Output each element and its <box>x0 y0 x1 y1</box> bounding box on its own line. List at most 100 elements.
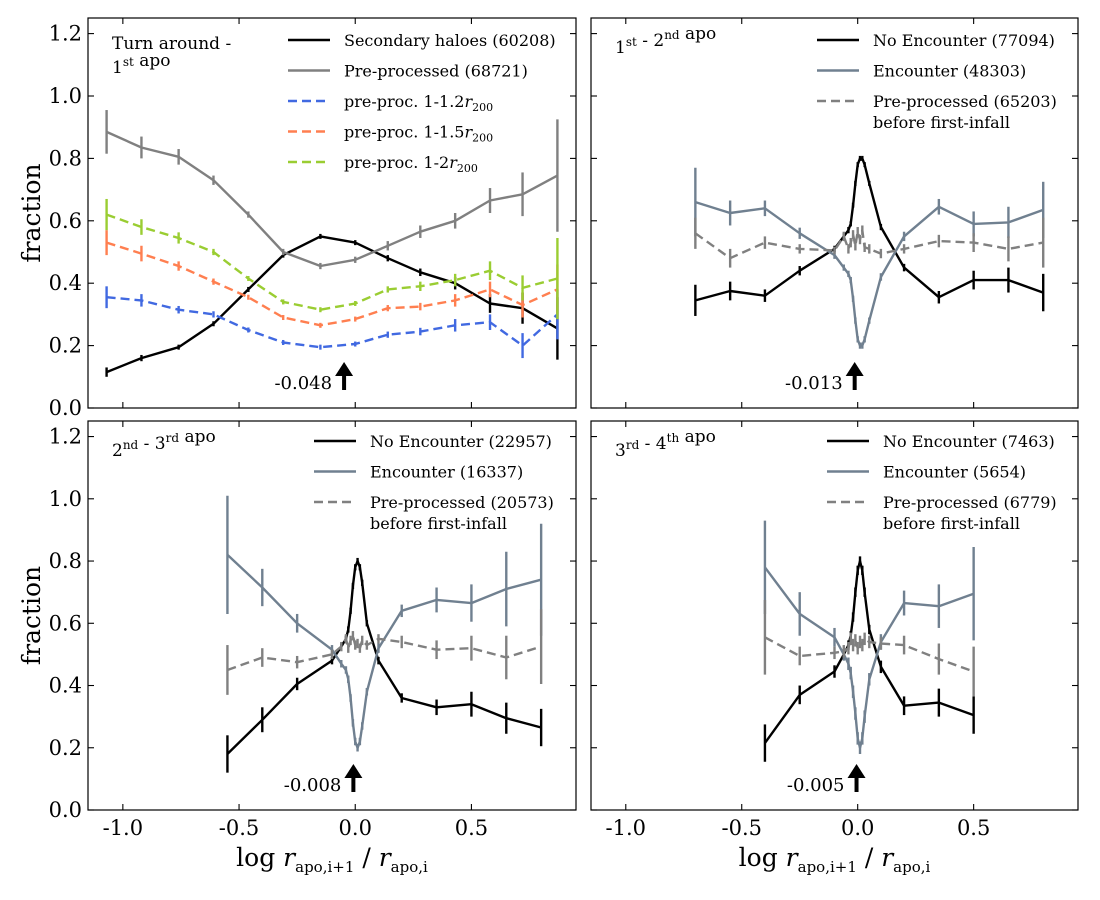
series-line <box>763 566 975 749</box>
annotation-label: -0.005 <box>787 775 845 796</box>
series-pre-processed <box>226 609 543 695</box>
axes-frame <box>590 17 1079 409</box>
legend-label-line2: before first-infall <box>873 113 1010 132</box>
y-tick-label: 0.8 <box>49 549 82 573</box>
legend-label: pre-proc. 1-1.5r200 <box>344 123 493 145</box>
legend-label: Encounter (16337) <box>370 463 523 482</box>
y-tick-label: 1.2 <box>49 22 82 46</box>
plot-area <box>763 520 975 762</box>
annotation-arrow: -0.013 <box>785 362 864 394</box>
legend: No Encounter (22957) Encounter (16337) Pre… <box>314 432 554 533</box>
series-no-encounter <box>226 557 543 773</box>
series-pre-processed <box>694 217 1045 268</box>
legend: No Encounter (77094) Encounter (48303) Pre… <box>817 31 1057 132</box>
axes-frame <box>590 420 1079 811</box>
arrow-head <box>344 764 363 778</box>
legend-label-line2: before first-infall <box>883 514 1020 533</box>
panel-4: -1.0 -0.5 0.0 0.5 log rapo,i+1 / rapo,i -0.00… <box>590 420 1079 876</box>
series-line <box>106 130 558 268</box>
legend-label: Pre-processed (6779) <box>883 493 1057 512</box>
series-no-encounter <box>763 556 975 762</box>
series-line <box>763 559 975 744</box>
series-line <box>106 241 558 327</box>
y-tick-label: 0.4 <box>49 271 82 295</box>
x-tick-label: 0.5 <box>455 816 488 840</box>
y-tick-label: 0.6 <box>49 209 82 233</box>
panel-2: -0.013 1st - 2nd apo No Encounter (77094) E… <box>590 17 1079 409</box>
annotation-arrow: -0.005 <box>787 764 866 796</box>
x-tick-label: 0.0 <box>339 816 372 840</box>
legend-label: Encounter (48303) <box>873 62 1026 81</box>
y-tick-label: 0.2 <box>49 334 82 358</box>
x-tick-label: -0.5 <box>219 816 260 840</box>
series-pre-proc-1-2r <box>105 198 559 320</box>
y-tick-label: 0.8 <box>49 146 82 170</box>
y-tick-label: 1.2 <box>49 425 82 449</box>
series-line <box>695 200 1044 347</box>
series-pre-processed <box>763 599 975 697</box>
series-line <box>106 213 558 311</box>
annotation-label: -0.013 <box>785 373 843 394</box>
annotation-arrow: -0.048 <box>274 362 354 394</box>
x-tick-label: 0.0 <box>841 816 874 840</box>
series-secondary-haloes <box>105 233 559 377</box>
legend-label: Pre-processed (20573) <box>370 493 554 512</box>
legend-label: Encounter (5654) <box>883 463 1026 482</box>
series-line <box>226 559 542 755</box>
legend-label-line2: before first-infall <box>370 514 507 533</box>
plot-area <box>226 495 543 773</box>
y-tick-label: 1.0 <box>49 487 82 511</box>
series-pre-processed <box>105 110 559 270</box>
axes-frame <box>87 420 577 811</box>
legend-label: pre-proc. 1-2r200 <box>344 153 478 175</box>
y-tick-label: 0.0 <box>49 798 82 822</box>
arrow-head <box>847 764 866 778</box>
panel-1: 0.0 0.2 0.4 0.6 0.8 1.0 1.2 fraction -0.048 Turn … <box>17 17 577 420</box>
legend-label: No Encounter (7463) <box>883 432 1055 451</box>
series-encounter <box>694 167 1045 349</box>
y-tick-label: 0.0 <box>49 396 82 420</box>
annotation-arrow: -0.008 <box>284 764 363 796</box>
series-line <box>226 553 542 749</box>
y-axis-label: fraction <box>17 163 46 262</box>
y-tick-label: 0.4 <box>49 674 82 698</box>
series-line <box>695 157 1044 302</box>
panel-title: 1st - 2nd apo <box>615 24 716 58</box>
series-line <box>106 235 559 374</box>
x-tick-label: 0.5 <box>957 816 990 840</box>
axes-frame <box>87 17 577 409</box>
panel-title: 2nd - 3rd apo <box>112 427 216 461</box>
series-line <box>764 636 975 673</box>
legend-label: Pre-processed (68721) <box>344 62 528 81</box>
panel-title: 1st apo <box>112 51 170 78</box>
y-tick-label: 0.6 <box>49 611 82 635</box>
annotation-label: -0.008 <box>284 775 342 796</box>
series-line <box>694 228 1044 260</box>
x-tick-label: -1.0 <box>103 816 144 840</box>
x-axis-label: log rapo,i+1 / rapo,i <box>739 843 931 876</box>
annotation-label: -0.048 <box>274 373 332 394</box>
y-tick-label: 0.2 <box>49 736 82 760</box>
series-no-encounter <box>694 155 1045 316</box>
y-tick-label: 1.0 <box>49 84 82 108</box>
legend-label: No Encounter (22957) <box>370 432 552 451</box>
x-axis-label: log rapo,i+1 / rapo,i <box>236 843 428 876</box>
series-line <box>106 296 559 349</box>
arrow-head <box>845 362 864 376</box>
legend: Secondary haloes (60208) Pre-processed (6… <box>288 31 556 175</box>
x-tick-label: -1.0 <box>606 816 647 840</box>
series-encounter <box>226 495 543 752</box>
plot-area <box>694 155 1045 349</box>
panel-3: -1.0 -0.5 0.0 0.5 0.0 0.2 0.4 0.6 0.8 1.0 1.2 fract… <box>17 420 577 876</box>
panel-title: Turn around - <box>112 34 231 54</box>
y-axis-label: fraction <box>17 566 46 665</box>
legend-label: No Encounter (77094) <box>873 31 1055 50</box>
legend-label: Pre-processed (65203) <box>873 92 1057 111</box>
arrow-head <box>335 362 354 376</box>
plot-area <box>105 110 559 377</box>
legend-label: Secondary haloes (60208) <box>344 31 556 50</box>
legend-label: pre-proc. 1-1.2r200 <box>344 92 493 114</box>
legend: No Encounter (7463) Encounter (5654) Pre-p… <box>827 432 1057 533</box>
x-tick-label: -0.5 <box>721 816 762 840</box>
